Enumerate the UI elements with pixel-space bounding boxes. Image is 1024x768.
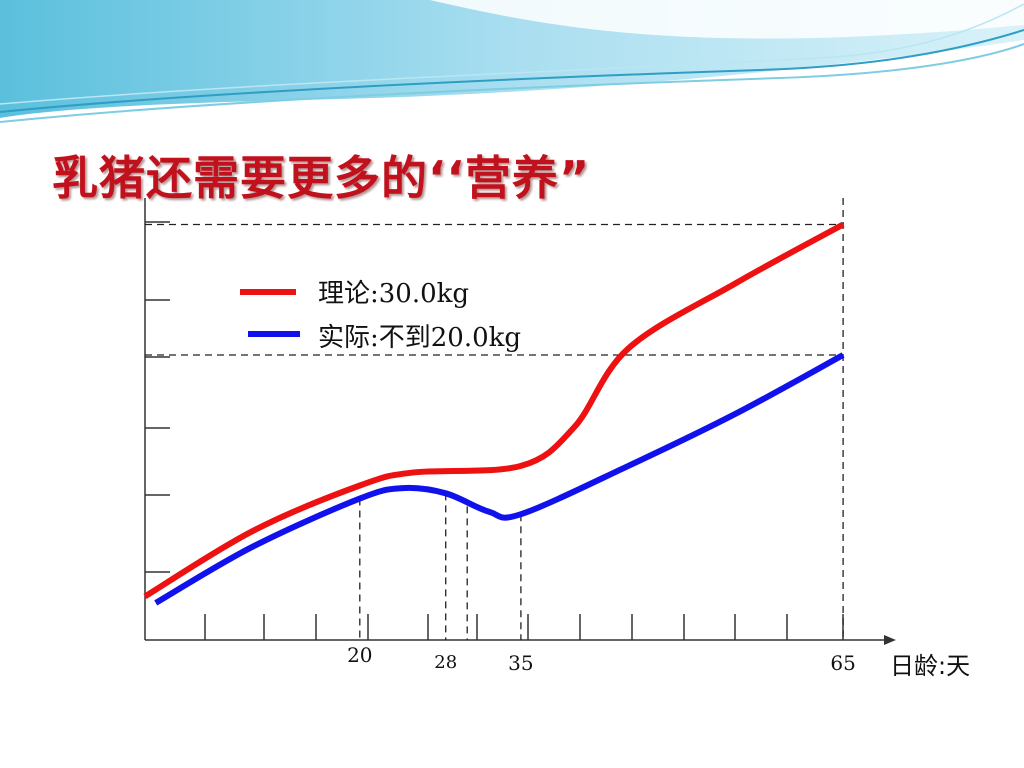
x-axis-ticks (204, 614, 844, 640)
x-tick-label: 20 (347, 643, 372, 667)
x-axis-label: 日龄:天 (890, 652, 970, 680)
x-tick-label: 65 (830, 651, 855, 675)
x-tick-label: 35 (508, 651, 533, 675)
y-axis-ticks (145, 221, 170, 573)
x-axis-arrow (884, 635, 896, 645)
series-line-actual (154, 352, 845, 606)
x-tick-labels: 20 28 35 65 (347, 643, 856, 675)
x-tick-label: 28 (434, 652, 457, 673)
reference-lines (145, 198, 844, 640)
header-wave-banner (0, 0, 1024, 123)
series-lines (143, 221, 845, 606)
legend-label-actual: 实际:不到20.0kg (318, 323, 521, 353)
series-line-theory (143, 221, 845, 599)
legend: 理论:30.0kg 实际:不到20.0kg (240, 279, 521, 353)
legend-label-theory: 理论:30.0kg (318, 279, 469, 309)
slide-title: 乳猪还需要更多的‘‘营养” (52, 151, 591, 205)
